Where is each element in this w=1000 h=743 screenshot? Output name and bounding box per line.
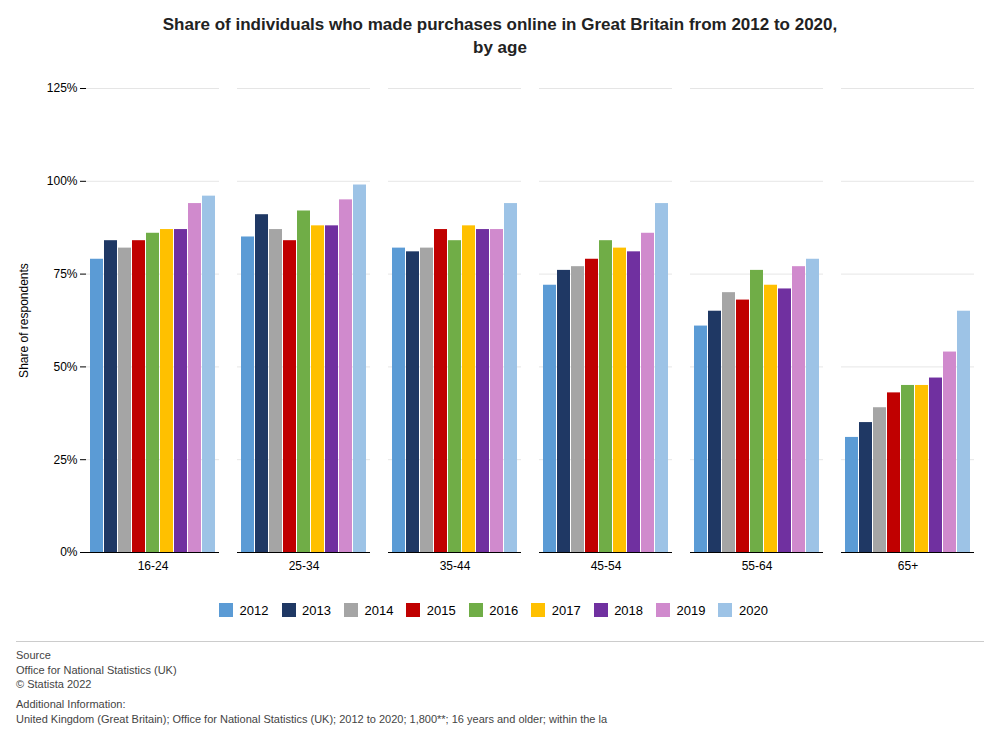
svg-text:16-24: 16-24 bbox=[138, 559, 169, 573]
svg-text:25-34: 25-34 bbox=[289, 559, 320, 573]
html-text:2012: 2012 bbox=[239, 602, 269, 618]
html-text:Additional Information: United: Additional Information: United Kingdom (… bbox=[16, 698, 607, 725]
svg-text:65+: 65+ bbox=[898, 559, 918, 573]
svg-text:50%: 50% bbox=[53, 360, 77, 374]
html-text:2018: 2018 bbox=[614, 602, 643, 618]
svg-text:125%: 125% bbox=[47, 81, 78, 95]
html-text:2019: 2019 bbox=[676, 602, 706, 618]
html-text:2015: 2015 bbox=[426, 602, 456, 618]
svg-text:0%: 0% bbox=[60, 545, 78, 559]
html-text:2020: 2020 bbox=[739, 602, 768, 618]
svg-text:75%: 75% bbox=[53, 267, 77, 281]
svg-text:100%: 100% bbox=[47, 174, 78, 188]
svg-text:25%: 25% bbox=[53, 452, 77, 466]
svg-text:55-64: 55-64 bbox=[742, 559, 773, 573]
svg-text:35-44: 35-44 bbox=[440, 559, 471, 573]
svg-text:45-54: 45-54 bbox=[591, 559, 622, 573]
html-text:2013: 2013 bbox=[302, 602, 331, 618]
html-text:Source Office for National Sta: Source Office for National Statistics (U… bbox=[16, 649, 177, 690]
html-text:2017: 2017 bbox=[551, 602, 581, 618]
svg-text:Share of respondents: Share of respondents bbox=[17, 263, 31, 378]
html-text:Share of individuals who made: Share of individuals who made purchases … bbox=[162, 15, 838, 57]
html-text:2016: 2016 bbox=[489, 602, 519, 618]
html-text:2014: 2014 bbox=[364, 602, 394, 618]
